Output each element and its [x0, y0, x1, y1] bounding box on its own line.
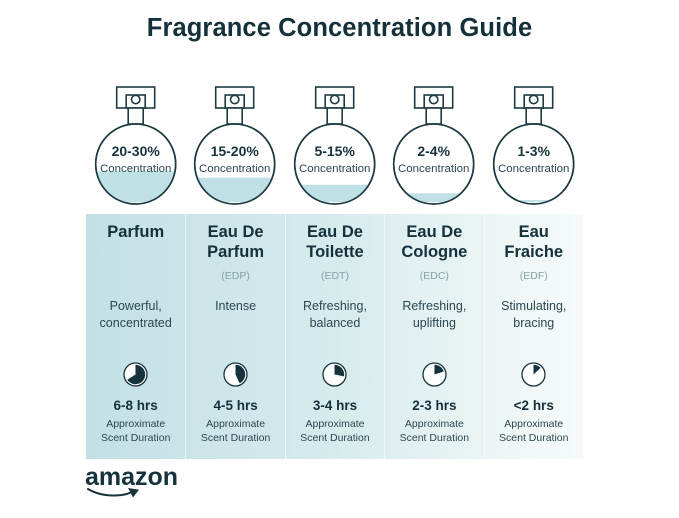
- svg-text:1-3%: 1-3%: [517, 143, 550, 159]
- svg-text:Concentration: Concentration: [199, 163, 271, 175]
- svg-text:Concentration: Concentration: [100, 163, 172, 175]
- svg-text:15-20%: 15-20%: [211, 143, 260, 159]
- svg-text:2-4%: 2-4%: [418, 143, 451, 159]
- svg-text:Concentration: Concentration: [398, 163, 470, 175]
- svg-text:5-15%: 5-15%: [314, 143, 355, 159]
- svg-text:Concentration: Concentration: [299, 163, 371, 175]
- svg-text:20-30%: 20-30%: [112, 143, 161, 159]
- svg-text:Concentration: Concentration: [498, 163, 570, 175]
